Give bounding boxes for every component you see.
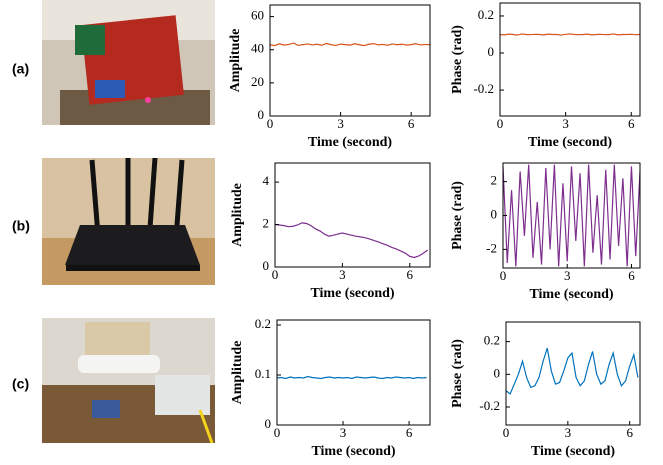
y-tick-label: -2 [486,240,497,255]
row-label: (a) [12,61,29,77]
y-tick-label: 0 [263,258,270,273]
plot-frame [276,319,431,426]
plot-frame [499,2,641,117]
x-axis-label: Time (second) [528,135,612,150]
data-line [270,42,430,47]
plot-frame [505,321,641,426]
x-tick-label: 3 [565,425,572,440]
data-line [506,347,639,395]
photo-board [42,0,215,125]
x-tick-label: 6 [626,425,633,440]
y-tick-label: -0.2 [473,81,494,96]
y-tick-label: -0.2 [479,398,500,413]
y-axis-label: Amplitude [228,29,243,93]
y-axis-label: Amplitude [230,341,245,405]
x-tick-label: 3 [564,268,571,283]
x-tick-label: 6 [408,116,415,131]
y-tick-label: 40 [251,41,264,56]
plot-frame [269,4,431,117]
x-tick-label: 0 [500,268,507,283]
y-tick-label: 0 [494,365,501,380]
x-tick-label: 0 [267,116,274,131]
photo-array [42,318,215,444]
x-tick-label: 0 [274,425,281,440]
y-tick-label: 0.2 [484,333,500,348]
y-axis-label: Phase (rad) [450,25,465,94]
y-tick-label: 0 [491,206,498,221]
x-axis-label: Time (second) [531,444,615,459]
y-tick-label: 20 [251,74,264,89]
x-tick-label: 6 [406,425,413,440]
y-axis-label: Phase (rad) [450,339,465,408]
x-axis-label: Time (second) [308,135,392,150]
y-tick-label: 0 [265,416,272,431]
plot-frame [274,162,431,268]
x-axis-label: Time (second) [529,287,613,302]
y-tick-label: 0.2 [478,7,494,22]
y-tick-label: 2 [491,173,498,188]
x-tick-label: 3 [562,116,569,131]
data-line [275,222,429,259]
x-tick-label: 6 [628,116,635,131]
row-label: (c) [12,376,29,392]
data-line [277,375,427,380]
x-tick-label: 0 [503,425,510,440]
y-axis-label: Phase (rad) [450,181,465,250]
y-tick-label: 0.1 [255,366,271,381]
data-line [503,164,640,267]
y-tick-label: 0 [488,44,495,59]
y-tick-label: 0 [258,107,265,122]
y-tick-label: 0.2 [255,316,271,331]
data-line [500,33,640,36]
x-axis-label: Time (second) [311,444,395,459]
x-tick-label: 3 [340,425,347,440]
y-axis-label: Amplitude [230,183,245,247]
x-tick-label: 6 [407,267,414,282]
y-tick-label: 4 [263,173,270,188]
x-axis-label: Time (second) [310,286,394,301]
x-tick-label: 3 [337,116,344,131]
x-tick-label: 0 [272,267,279,282]
x-tick-label: 6 [628,268,635,283]
y-tick-label: 2 [263,216,270,231]
photo-router [42,157,215,285]
row-label: (b) [12,218,30,234]
y-tick-label: 60 [251,8,264,23]
x-tick-label: 3 [339,267,346,282]
x-tick-label: 0 [497,116,504,131]
